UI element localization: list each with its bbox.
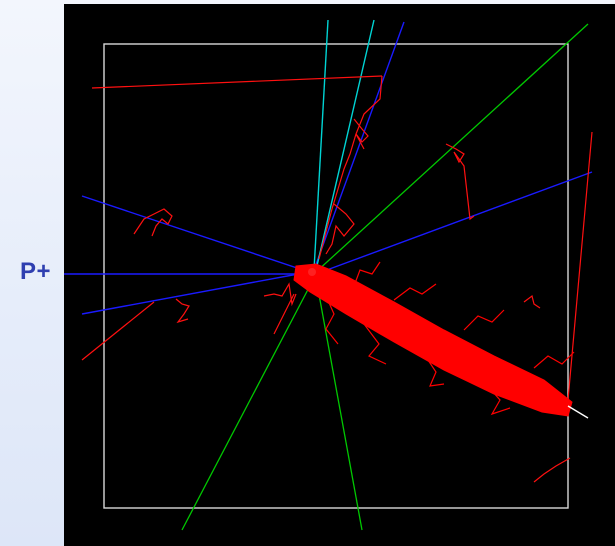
red-curl-top-mid — [353, 118, 369, 150]
green-track-lower-left — [181, 277, 315, 531]
em-shower — [293, 261, 575, 417]
red-curl-upper-right — [445, 143, 475, 221]
shower-filament-8 — [353, 261, 381, 287]
green-tracks — [181, 23, 589, 531]
shower-filament-3 — [423, 353, 445, 387]
red-curl-left-low — [175, 298, 190, 324]
red-track-right-vertical — [567, 131, 593, 401]
red-track-top-horizontal — [91, 75, 383, 89]
red-curl-mid — [325, 203, 355, 255]
cyan-track-1 — [313, 19, 329, 271]
shower-halo — [298, 267, 571, 411]
cyan-track-2 — [315, 19, 375, 271]
cyan-tracks — [313, 19, 375, 271]
red-curl-upper-left — [133, 208, 173, 237]
shower-filament-7 — [533, 351, 575, 369]
blue-track-right — [315, 171, 593, 275]
shower-filament-6 — [463, 309, 505, 331]
detector-box — [103, 43, 569, 509]
interaction-vertex — [308, 268, 316, 276]
red-track-mid-curl — [318, 75, 383, 260]
blue-tracks — [81, 21, 593, 315]
green-track-upper-right — [315, 23, 589, 273]
shower-filament-1 — [325, 295, 339, 345]
red-track-left-short — [273, 293, 295, 335]
blue-track-top — [313, 21, 405, 271]
event-display-canvas — [64, 19, 593, 531]
green-track-lower — [315, 277, 363, 531]
event-display-viewer[interactable] — [64, 4, 615, 546]
particle-label: P+ — [20, 258, 52, 285]
shower-filament-5 — [393, 283, 437, 301]
red-curl-small-right — [523, 294, 541, 309]
red-tracks — [81, 75, 593, 483]
red-track-lower-left — [81, 301, 155, 361]
shower-filament-4 — [483, 381, 511, 416]
blue-track-lower-left — [81, 271, 310, 315]
white-exit-track — [567, 405, 589, 419]
red-track-right-lower — [533, 457, 571, 483]
red-curl-center-left — [263, 282, 297, 307]
blue-track-upper-left — [81, 195, 310, 273]
shower-filament-2 — [363, 323, 387, 365]
